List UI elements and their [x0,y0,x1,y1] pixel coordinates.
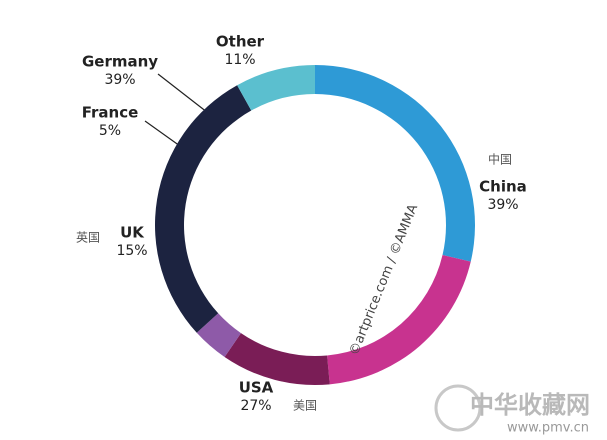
annotation: 英国 [76,231,100,245]
donut-segment [315,65,476,262]
watermark: www.pmv.cn [507,421,589,436]
watermark-logo [434,384,482,432]
donut-segment [224,333,330,386]
donut-segment [196,313,241,357]
category-label: Other [216,33,265,51]
leader-line [144,120,181,147]
value-label: 39% [487,197,518,213]
category-label: France [82,104,139,122]
donut-segment [155,85,252,333]
donut-segment [327,254,471,385]
value-label: 11% [224,52,255,68]
value-label: 5% [99,123,121,139]
annotation: 中国 [488,152,512,167]
donut-segment [237,65,315,111]
watermark: 中华收藏网 [470,391,590,419]
value-label: 39% [104,72,135,88]
category-label: Germany [82,53,158,71]
category-label: China [479,178,527,196]
category-label: UK [120,224,145,242]
value-label: 15% [116,243,147,259]
category-label: USA [239,379,274,397]
leader-line [157,73,213,117]
annotation: 美国 [293,399,317,413]
value-label: 27% [240,398,271,414]
